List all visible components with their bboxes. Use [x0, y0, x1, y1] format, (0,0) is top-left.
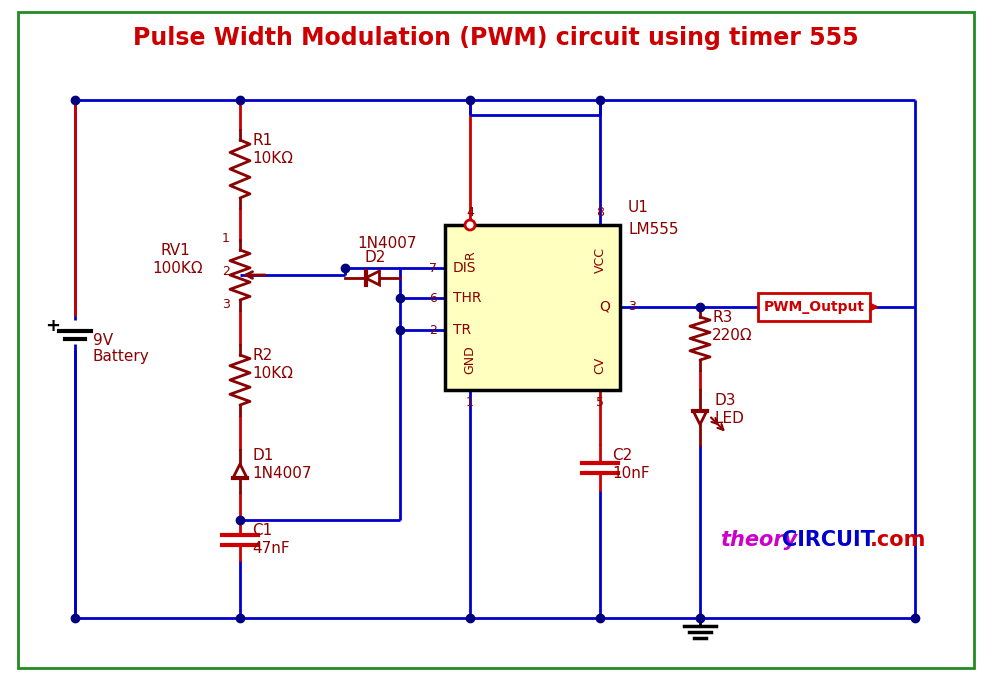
Text: C1: C1 [252, 523, 272, 538]
Text: 100KΩ: 100KΩ [152, 261, 202, 276]
Text: D3: D3 [714, 393, 735, 408]
Text: 47nF: 47nF [252, 541, 290, 556]
Text: theory: theory [720, 530, 798, 550]
Text: U1: U1 [628, 200, 649, 215]
Text: D1: D1 [252, 448, 274, 463]
Text: +: + [46, 317, 61, 335]
Text: R2: R2 [252, 348, 272, 363]
Text: 1N4007: 1N4007 [252, 466, 311, 481]
Text: R: R [463, 250, 476, 259]
Text: 2: 2 [222, 265, 230, 278]
Text: 8: 8 [596, 206, 604, 220]
Text: 10KΩ: 10KΩ [252, 151, 293, 166]
Text: LED: LED [714, 411, 744, 426]
Text: 1N4007: 1N4007 [357, 236, 417, 251]
Text: 1: 1 [466, 396, 474, 408]
Text: 6: 6 [430, 292, 436, 305]
Text: LM555: LM555 [628, 222, 679, 237]
Text: Battery: Battery [93, 349, 150, 364]
Text: THR: THR [453, 291, 481, 305]
Text: R3: R3 [712, 310, 732, 325]
Text: RV1: RV1 [160, 243, 189, 258]
Text: 7: 7 [429, 261, 437, 274]
Text: 1: 1 [222, 232, 230, 245]
FancyBboxPatch shape [445, 225, 620, 390]
Text: CV: CV [593, 356, 606, 374]
Text: 4: 4 [466, 206, 474, 220]
Text: 2: 2 [430, 324, 436, 337]
Text: 220Ω: 220Ω [712, 328, 753, 343]
Text: Q: Q [599, 300, 610, 314]
Text: 10KΩ: 10KΩ [252, 366, 293, 381]
Text: Pulse Width Modulation (PWM) circuit using timer 555: Pulse Width Modulation (PWM) circuit usi… [133, 26, 859, 50]
Text: 10nF: 10nF [612, 466, 650, 481]
FancyBboxPatch shape [758, 293, 870, 321]
Text: C2: C2 [612, 448, 632, 463]
Text: 9V: 9V [93, 333, 113, 348]
Circle shape [465, 220, 475, 230]
Text: R1: R1 [252, 133, 272, 148]
Text: GND: GND [463, 346, 476, 375]
Text: D2: D2 [365, 250, 386, 265]
Text: PWM_Output: PWM_Output [764, 300, 864, 314]
Text: 5: 5 [596, 396, 604, 408]
Text: VCC: VCC [593, 247, 606, 273]
Text: DIS: DIS [453, 261, 476, 275]
Text: CIRCUIT: CIRCUIT [782, 530, 875, 550]
Text: 3: 3 [628, 300, 636, 314]
Text: 3: 3 [222, 298, 230, 311]
Text: .com: .com [870, 530, 927, 550]
Text: TR: TR [453, 323, 471, 337]
